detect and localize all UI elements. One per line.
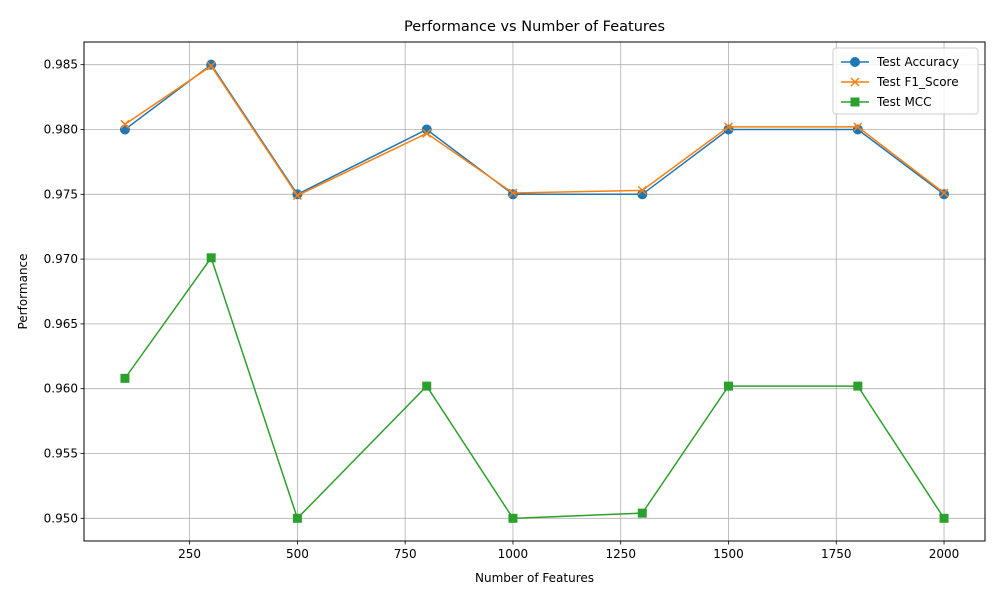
data-point	[723, 122, 734, 132]
data-point	[508, 513, 518, 523]
plot-frame	[83, 41, 986, 542]
chart-title: Performance vs Number of Features	[404, 19, 665, 35]
x-tick-label: 1500	[713, 547, 744, 561]
y-tick-label: 0.980	[44, 122, 78, 136]
data-point	[206, 61, 216, 71]
x-tick-label: 1750	[821, 547, 852, 561]
data-point	[206, 253, 216, 263]
legend-marker-stroke	[850, 77, 860, 87]
data-point	[422, 128, 432, 138]
series-layer	[119, 59, 950, 523]
legend-item: Test F1_Score	[841, 75, 959, 89]
x-axis-label: Number of Features	[475, 571, 594, 585]
x-tick-label: 1250	[605, 547, 636, 561]
series-test-mcc	[120, 253, 949, 523]
data-point	[422, 381, 432, 391]
data-point-stroke	[206, 61, 216, 71]
series-test-f1-score	[120, 61, 949, 201]
legend-box	[832, 47, 979, 115]
data-point-stroke	[939, 188, 949, 198]
y-axis-label: Performance	[16, 253, 30, 329]
data-point	[723, 381, 733, 391]
data-point	[508, 188, 518, 198]
legend-item: Test MCC	[841, 95, 932, 109]
data-point	[939, 188, 949, 198]
x-tick-label: 500	[286, 547, 309, 561]
data-point	[292, 191, 302, 201]
legend-marker	[850, 57, 860, 67]
y-tick-label: 0.970	[44, 252, 78, 266]
legend: Test Accuracy Test F1_Score Test MCC	[832, 47, 979, 115]
legend-item: Test Accuracy	[841, 55, 959, 69]
data-point	[637, 508, 647, 518]
legend-marker	[850, 77, 860, 87]
legend-marker	[850, 97, 860, 107]
data-point-stroke	[422, 128, 432, 138]
legend-label: Test Accuracy	[876, 55, 959, 69]
data-point-stroke	[637, 185, 647, 195]
data-point	[119, 124, 130, 135]
data-point-stroke	[723, 122, 734, 132]
data-point-stroke	[292, 191, 302, 201]
data-point	[637, 185, 647, 195]
data-point	[853, 381, 863, 391]
x-tick-label: 1000	[498, 547, 529, 561]
y-tick-label: 0.950	[44, 511, 78, 525]
ticks: 250 500 750 1000 1250 1500 1750 2000 0.950 0.955 0…	[44, 58, 960, 561]
y-tick-label: 0.965	[44, 317, 78, 331]
data-point	[120, 373, 130, 383]
x-tick-label: 250	[178, 547, 201, 561]
data-point	[292, 513, 302, 523]
data-point	[120, 119, 130, 129]
legend-label: Test MCC	[876, 95, 932, 109]
data-point	[939, 513, 949, 523]
y-tick-label: 0.960	[44, 382, 78, 396]
data-point-stroke	[508, 188, 518, 198]
data-point	[853, 122, 863, 132]
data-point-stroke	[120, 119, 130, 129]
y-tick-label: 0.985	[44, 58, 78, 72]
x-tick-label: 750	[394, 547, 417, 561]
y-tick-label: 0.975	[44, 187, 78, 201]
legend-label: Test F1_Score	[876, 75, 959, 89]
data-point-stroke	[853, 122, 863, 132]
x-tick-label: 2000	[929, 547, 960, 561]
y-tick-label: 0.955	[44, 447, 78, 461]
